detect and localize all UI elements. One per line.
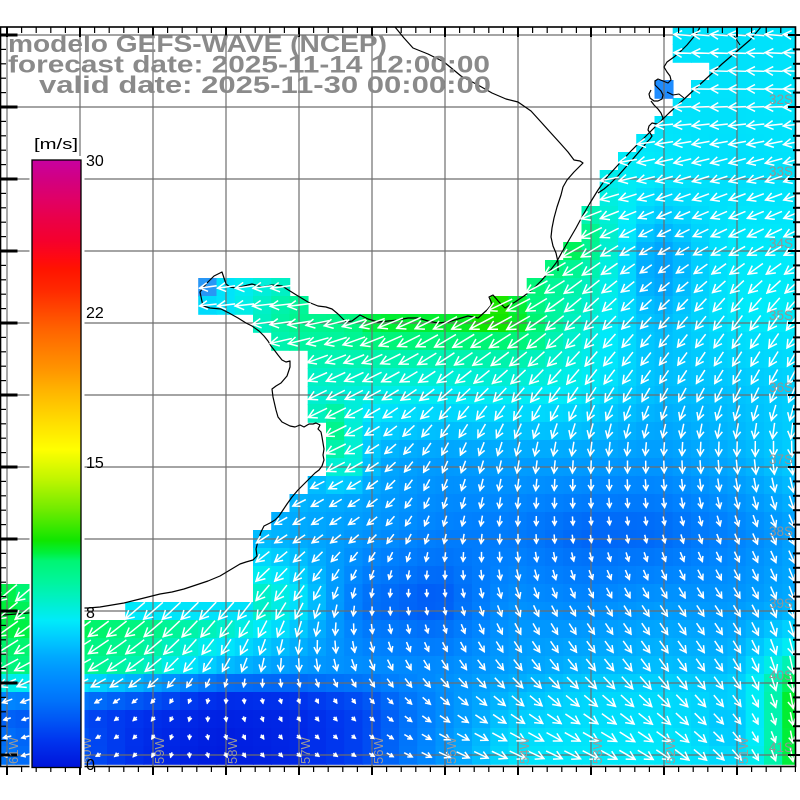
svg-text:58W: 58W [225,737,240,764]
svg-text:52W: 52W [663,737,678,764]
svg-text:valid date: 2025-11-30 00:00:0: valid date: 2025-11-30 00:00:00 [39,72,491,99]
svg-text:8: 8 [86,605,95,622]
svg-text:57W: 57W [298,737,313,764]
svg-text:modelo GEFS-WAVE (NCEP): modelo GEFS-WAVE (NCEP) [8,31,387,58]
svg-text:53W: 53W [590,737,605,764]
svg-text:55W: 55W [444,737,459,764]
svg-text:33S: 33S [769,164,793,179]
svg-text:59W: 59W [152,737,167,764]
svg-text:30: 30 [86,153,104,170]
svg-text:51W: 51W [736,737,751,764]
svg-text:41S: 41S [769,740,793,755]
svg-text:35S: 35S [769,308,793,323]
svg-text:61W: 61W [6,737,21,764]
svg-text:39S: 39S [769,596,793,611]
svg-text:56W: 56W [371,737,386,764]
svg-text:54W: 54W [517,737,532,764]
svg-text:[m/s]: [m/s] [34,136,78,153]
svg-text:0: 0 [86,757,95,774]
svg-text:37S: 37S [769,452,793,467]
svg-text:38S: 38S [769,524,793,539]
svg-text:36S: 36S [769,380,793,395]
svg-text:34S: 34S [769,236,793,251]
svg-text:40S: 40S [769,668,793,683]
svg-text:22: 22 [86,305,104,322]
svg-text:15: 15 [86,455,104,472]
svg-text:32S: 32S [769,92,793,107]
svg-text:forecast date: 2025-11-14 12:0: forecast date: 2025-11-14 12:00:00 [8,52,490,79]
